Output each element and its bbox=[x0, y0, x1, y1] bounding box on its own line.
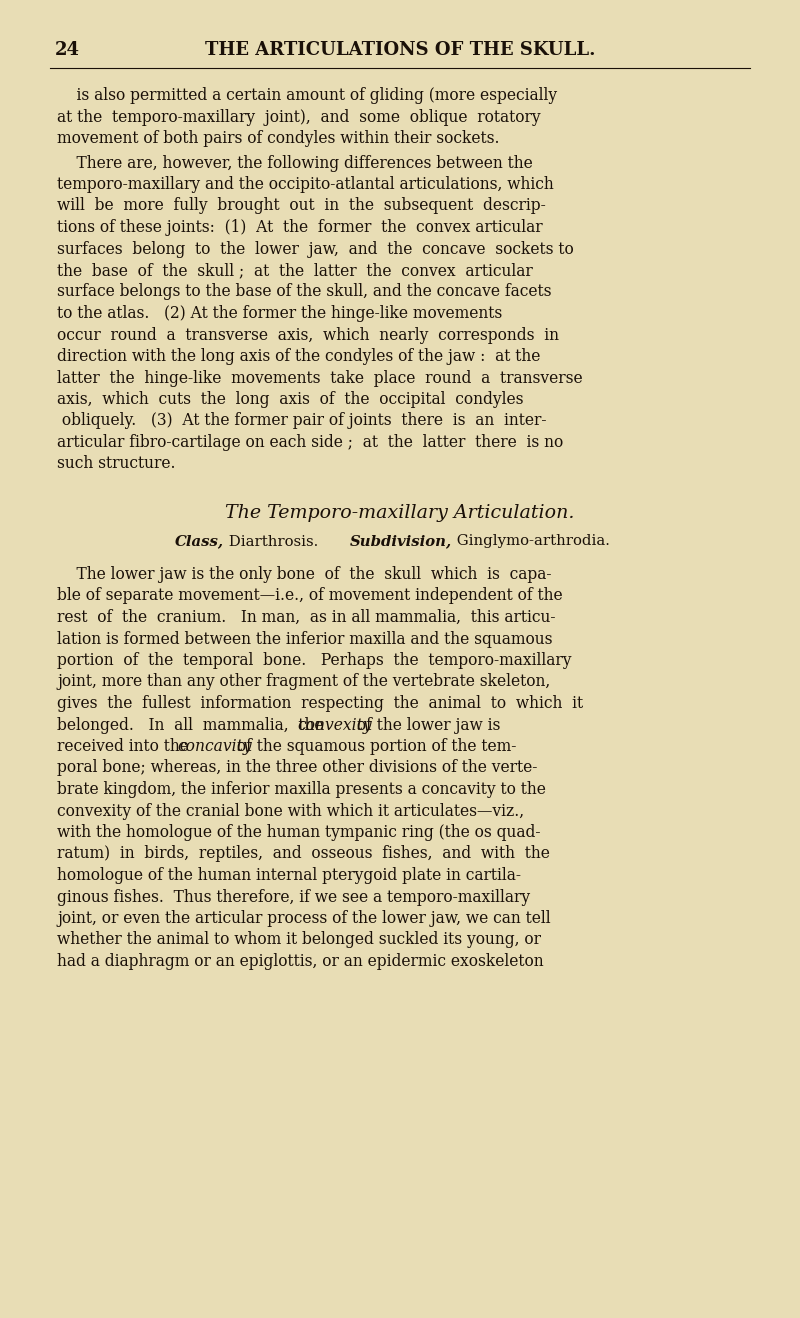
Text: convexity: convexity bbox=[297, 717, 371, 734]
Text: at the  temporo-maxillary  joint),  and  some  oblique  rotatory: at the temporo-maxillary joint), and som… bbox=[57, 108, 541, 125]
Text: received into the: received into the bbox=[57, 738, 194, 755]
Text: ginous fishes.  Thus therefore, if we see a temporo-maxillary: ginous fishes. Thus therefore, if we see… bbox=[57, 888, 530, 905]
Text: gives  the  fullest  information  respecting  the  animal  to  which  it: gives the fullest information respecting… bbox=[57, 695, 583, 712]
Text: axis,  which  cuts  the  long  axis  of  the  occipital  condyles: axis, which cuts the long axis of the oc… bbox=[57, 391, 523, 409]
Text: articular fibro-cartilage on each side ;  at  the  latter  there  is no: articular fibro-cartilage on each side ;… bbox=[57, 434, 563, 451]
Text: Class,: Class, bbox=[175, 535, 224, 548]
Text: with the homologue of the human tympanic ring (the os quad-: with the homologue of the human tympanic… bbox=[57, 824, 541, 841]
Text: ratum)  in  birds,  reptiles,  and  osseous  fishes,  and  with  the: ratum) in birds, reptiles, and osseous f… bbox=[57, 846, 550, 862]
Text: joint, more than any other fragment of the vertebrate skeleton,: joint, more than any other fragment of t… bbox=[57, 673, 550, 691]
Text: tions of these joints:  (1)  At  the  former  the  convex articular: tions of these joints: (1) At the former… bbox=[57, 219, 542, 236]
Text: Diarthrosis.: Diarthrosis. bbox=[224, 535, 318, 548]
Text: The Temporo-maxillary Articulation.: The Temporo-maxillary Articulation. bbox=[226, 503, 574, 522]
Text: concavity: concavity bbox=[177, 738, 251, 755]
Text: joint, or even the articular process of the lower jaw, we can tell: joint, or even the articular process of … bbox=[57, 909, 550, 927]
Text: brate kingdom, the inferior maxilla presents a concavity to the: brate kingdom, the inferior maxilla pres… bbox=[57, 782, 546, 797]
Text: THE ARTICULATIONS OF THE SKULL.: THE ARTICULATIONS OF THE SKULL. bbox=[205, 41, 595, 59]
Text: will  be  more  fully  brought  out  in  the  subsequent  descrip-: will be more fully brought out in the su… bbox=[57, 198, 546, 215]
Text: surface belongs to the base of the skull, and the concave facets: surface belongs to the base of the skull… bbox=[57, 283, 551, 301]
Text: the  base  of  the  skull ;  at  the  latter  the  convex  articular: the base of the skull ; at the latter th… bbox=[57, 262, 533, 279]
Text: The lower jaw is the only bone  of  the  skull  which  is  capa-: The lower jaw is the only bone of the sk… bbox=[57, 565, 551, 583]
Text: is also permitted a certain amount of gliding (more especially: is also permitted a certain amount of gl… bbox=[57, 87, 557, 104]
Text: had a diaphragm or an epiglottis, or an epidermic exoskeleton: had a diaphragm or an epiglottis, or an … bbox=[57, 953, 544, 970]
Text: portion  of  the  temporal  bone.   Perhaps  the  temporo-maxillary: portion of the temporal bone. Perhaps th… bbox=[57, 652, 571, 670]
Text: ble of separate movement—i.e., of movement independent of the: ble of separate movement—i.e., of moveme… bbox=[57, 588, 562, 605]
Text: Ginglymo-arthrodia.: Ginglymo-arthrodia. bbox=[452, 535, 610, 548]
Text: convexity of the cranial bone with which it articulates—viz.,: convexity of the cranial bone with which… bbox=[57, 803, 524, 820]
Text: to the atlas.   (2) At the former the hinge-like movements: to the atlas. (2) At the former the hing… bbox=[57, 304, 502, 322]
Text: belonged.   In  all  mammalia,  the: belonged. In all mammalia, the bbox=[57, 717, 328, 734]
Text: of the squamous portion of the tem-: of the squamous portion of the tem- bbox=[232, 738, 517, 755]
Text: movement of both pairs of condyles within their sockets.: movement of both pairs of condyles withi… bbox=[57, 130, 499, 148]
Text: occur  round  a  transverse  axis,  which  nearly  corresponds  in: occur round a transverse axis, which nea… bbox=[57, 327, 559, 344]
Text: temporo-maxillary and the occipito-atlantal articulations, which: temporo-maxillary and the occipito-atlan… bbox=[57, 177, 554, 192]
Text: rest  of  the  cranium.   In man,  as in all mammalia,  this articu-: rest of the cranium. In man, as in all m… bbox=[57, 609, 555, 626]
Text: latter  the  hinge-like  movements  take  place  round  a  transverse: latter the hinge-like movements take pla… bbox=[57, 369, 582, 386]
Text: obliquely.   (3)  At the former pair of joints  there  is  an  inter-: obliquely. (3) At the former pair of joi… bbox=[57, 413, 546, 430]
Text: direction with the long axis of the condyles of the jaw :  at the: direction with the long axis of the cond… bbox=[57, 348, 540, 365]
Text: Subdivision,: Subdivision, bbox=[350, 535, 452, 548]
Text: such structure.: such structure. bbox=[57, 456, 175, 472]
Text: surfaces  belong  to  the  lower  jaw,  and  the  concave  sockets to: surfaces belong to the lower jaw, and th… bbox=[57, 240, 574, 257]
Text: homologue of the human internal pterygoid plate in cartila-: homologue of the human internal pterygoi… bbox=[57, 867, 521, 884]
Text: poral bone; whereas, in the three other divisions of the verte-: poral bone; whereas, in the three other … bbox=[57, 759, 538, 776]
Text: There are, however, the following differences between the: There are, however, the following differ… bbox=[57, 154, 533, 171]
Text: lation is formed between the inferior maxilla and the squamous: lation is formed between the inferior ma… bbox=[57, 630, 553, 647]
Text: 24: 24 bbox=[55, 41, 80, 59]
Text: of the lower jaw is: of the lower jaw is bbox=[352, 717, 501, 734]
Text: whether the animal to whom it belonged suckled its young, or: whether the animal to whom it belonged s… bbox=[57, 932, 541, 949]
